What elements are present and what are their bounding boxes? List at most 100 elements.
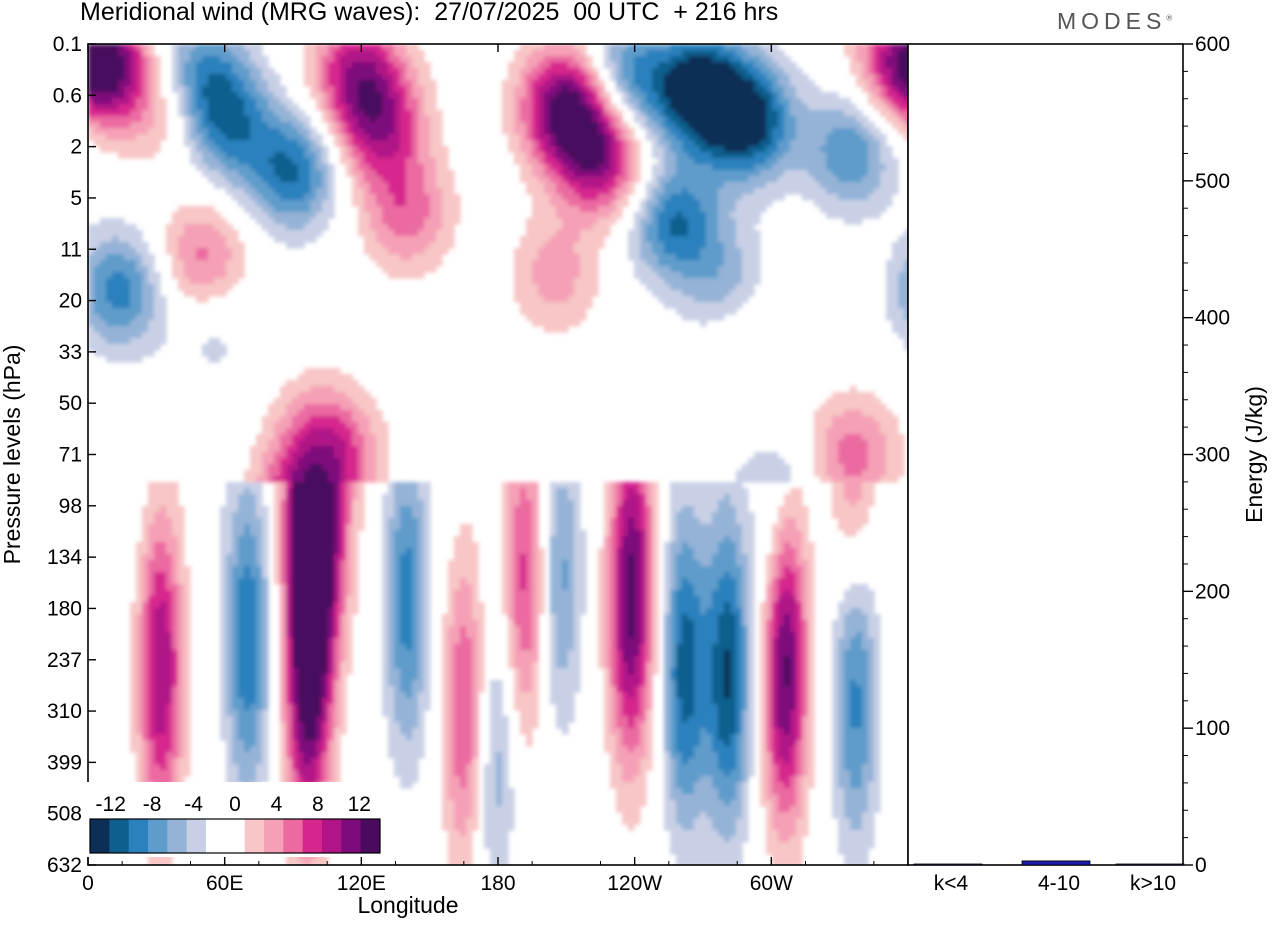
heatmap-cell [832, 122, 839, 129]
heatmap-cell [406, 236, 413, 243]
heatmap-cell [688, 176, 695, 183]
heatmap-cell [142, 314, 149, 321]
heatmap-cell [130, 332, 137, 339]
heatmap-cell [196, 74, 203, 81]
heatmap-cell [550, 68, 557, 75]
heatmap-cell [772, 152, 779, 159]
heatmap-cell [142, 86, 149, 93]
heatmap-cell [556, 248, 563, 255]
heatmap-cell [400, 176, 407, 183]
heatmap-cell [352, 404, 359, 411]
heatmap-cell [718, 158, 725, 165]
heatmap-cell [634, 482, 641, 489]
heatmap-cell [886, 164, 893, 171]
heatmap-cell [334, 74, 341, 81]
heatmap-cell [904, 242, 908, 249]
heatmap-cell [664, 164, 671, 171]
heatmap-cell [586, 200, 593, 207]
heatmap-cell [304, 386, 311, 393]
heatmap-cell [322, 386, 329, 393]
heatmap-cell [412, 110, 419, 117]
heatmap-cell [394, 248, 401, 255]
heatmap-cell [148, 50, 155, 57]
heatmap-cell [862, 56, 869, 63]
heatmap-cell [382, 86, 389, 93]
heatmap-cell [550, 200, 557, 207]
heatmap-cell [868, 128, 875, 135]
heatmap-cell [646, 80, 653, 87]
heatmap-cell [832, 470, 839, 477]
heatmap-cell [712, 482, 719, 489]
heatmap-cell [706, 206, 713, 213]
heatmap-cell [130, 128, 137, 135]
heatmap-cell [568, 224, 575, 231]
heatmap-cell [556, 170, 563, 177]
heatmap-cell [688, 140, 695, 147]
heatmap-cell [748, 284, 755, 291]
heatmap-cell [256, 170, 263, 177]
heatmap-cell [424, 98, 431, 105]
heatmap-cell [190, 50, 197, 57]
heatmap-cell [250, 176, 257, 183]
heatmap-cell [238, 488, 245, 495]
heatmap-cell [298, 206, 305, 213]
heatmap-cell [826, 422, 833, 429]
heatmap-cell [592, 218, 599, 225]
heatmap-cell [214, 290, 221, 297]
heatmap-cell [118, 152, 125, 159]
heatmap-cell [742, 266, 749, 273]
heatmap-cell [820, 470, 827, 477]
heatmap-cell [346, 482, 353, 489]
heatmap-cell [544, 326, 551, 333]
heatmap-cell [94, 338, 101, 345]
heatmap-cell [232, 188, 239, 195]
heatmap-cell [394, 116, 401, 123]
heatmap-cell [106, 218, 113, 225]
heatmap-cell [142, 110, 149, 117]
heatmap-cell [502, 80, 509, 87]
heatmap-cell [184, 86, 191, 93]
heatmap-cell [580, 140, 587, 147]
heatmap-cell [568, 98, 575, 105]
heatmap-cell [856, 44, 863, 51]
heatmap-cell [640, 482, 647, 489]
heatmap-cell [382, 68, 389, 75]
heatmap-cell [406, 140, 413, 147]
heatmap-cell [232, 80, 239, 87]
heatmap-cell [298, 380, 305, 387]
heatmap-cell [628, 74, 635, 81]
heatmap-cell [688, 290, 695, 297]
heatmap-cell [130, 116, 137, 123]
heatmap-cell [730, 146, 737, 153]
heatmap-cell [814, 98, 821, 105]
heatmap-cell [604, 44, 611, 51]
heatmap-cell [580, 44, 587, 51]
heatmap-cell [316, 380, 323, 387]
heatmap-cell [538, 308, 545, 315]
heatmap-cell [724, 86, 731, 93]
heatmap-cell [268, 404, 275, 411]
heatmap-cell [406, 272, 413, 279]
heatmap-cell [808, 134, 815, 141]
heatmap-cell [802, 122, 809, 129]
heatmap-cell [556, 104, 563, 111]
heatmap-cell [592, 68, 599, 75]
heatmap-cell [268, 212, 275, 219]
heatmap-cell [838, 110, 845, 117]
heatmap-cell [376, 416, 383, 423]
heatmap-cell [556, 68, 563, 75]
heatmap-cell [544, 68, 551, 75]
heatmap-cell [358, 104, 365, 111]
heatmap-cell [208, 236, 215, 243]
heatmap-cell [634, 50, 641, 57]
heatmap-cell [370, 470, 377, 477]
heatmap-cell [322, 74, 329, 81]
heatmap-cell [580, 50, 587, 57]
heatmap-cell [220, 68, 227, 75]
heatmap-cell [814, 92, 821, 99]
heatmap-cell [694, 284, 701, 291]
heatmap-cell [136, 92, 143, 99]
heatmap-cell [196, 50, 203, 57]
heatmap-cell [412, 230, 419, 237]
heatmap-cell [208, 212, 215, 219]
